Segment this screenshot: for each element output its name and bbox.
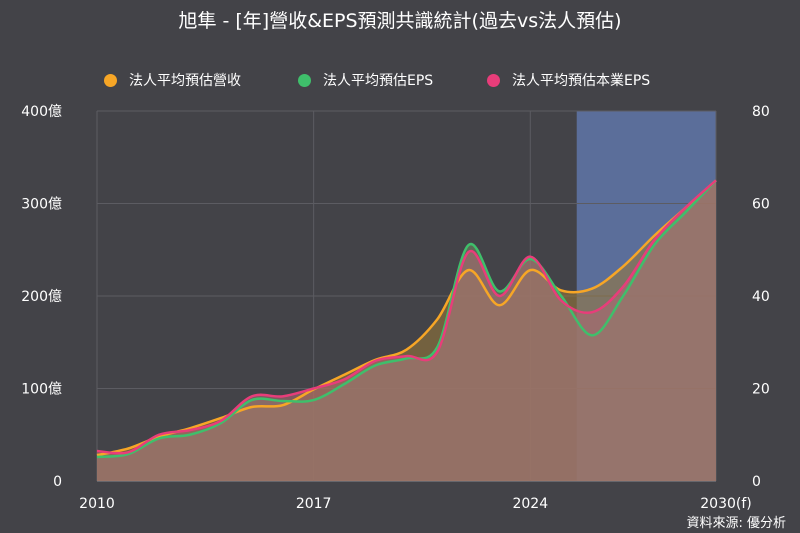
legend-label-revenue: 法人平均預估營收 bbox=[129, 73, 241, 89]
y-right-tick-label: 20 bbox=[752, 382, 770, 398]
legend: 法人平均預估營收 法人平均預估EPS 法人平均預估本業EPS bbox=[0, 70, 800, 90]
y-left-tick-label: 300億 bbox=[21, 197, 62, 213]
legend-label-core-eps: 法人平均預估本業EPS bbox=[512, 73, 651, 89]
source-credit: 資料來源: 優分析 bbox=[686, 516, 786, 531]
y-right-tick-label: 0 bbox=[752, 474, 761, 490]
x-tick-label: 2030(f) bbox=[700, 496, 751, 512]
x-tick-label: 2010 bbox=[79, 496, 115, 512]
y-left-tick-label: 400億 bbox=[21, 104, 62, 120]
series-line-core-eps bbox=[96, 179, 717, 455]
legend-label-eps: 法人平均預估EPS bbox=[323, 73, 434, 89]
legend-dot-revenue bbox=[104, 73, 117, 87]
y-right-tick-label: 60 bbox=[752, 197, 770, 213]
y-left-tick-label: 200億 bbox=[21, 289, 62, 305]
axis-labels: 0 100億 200億 300億 400億 0 20 40 60 80 2010 2017 2024 20… bbox=[21, 104, 770, 512]
chart-title: 旭隼 - [年]營收&EPS預測共識統計(過去vs法人預估) bbox=[178, 10, 622, 32]
legend-item-core-eps[interactable]: 法人平均預估本業EPS bbox=[487, 70, 650, 90]
legend-dot-core-eps bbox=[487, 73, 500, 87]
legend-item-eps[interactable]: 法人平均預估EPS bbox=[298, 70, 433, 90]
y-right-tick-label: 80 bbox=[752, 104, 770, 120]
y-right-tick-label: 40 bbox=[752, 289, 770, 305]
x-tick-label: 2024 bbox=[512, 496, 548, 512]
legend-item-revenue[interactable]: 法人平均預估營收 bbox=[104, 70, 241, 90]
legend-dot-eps bbox=[298, 73, 311, 87]
series-line-eps bbox=[96, 179, 717, 459]
series-lines bbox=[96, 179, 717, 459]
y-left-tick-label: 100億 bbox=[21, 382, 62, 398]
y-left-tick-label: 0 bbox=[53, 474, 62, 490]
x-tick-label: 2017 bbox=[296, 496, 332, 512]
